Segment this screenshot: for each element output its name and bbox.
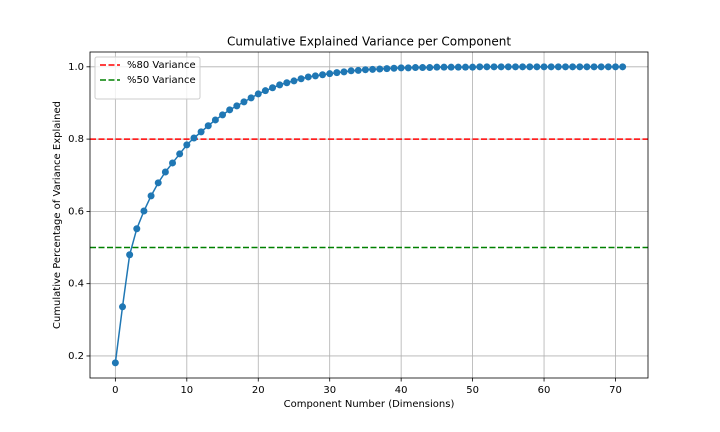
data-point <box>261 87 269 95</box>
data-point <box>554 63 562 71</box>
data-point <box>176 150 184 158</box>
data-point <box>276 81 284 89</box>
data-point <box>547 63 555 71</box>
data-point <box>569 63 577 71</box>
x-tick-label: 50 <box>466 385 479 396</box>
data-point <box>519 63 527 71</box>
x-tick-label: 10 <box>180 385 193 396</box>
y-tick-label: 0.6 <box>68 206 84 217</box>
data-point <box>247 94 255 102</box>
plot-frame <box>89 51 649 379</box>
data-point <box>161 168 169 176</box>
data-point <box>119 303 127 311</box>
data-point <box>497 63 505 71</box>
data-point <box>340 68 348 76</box>
y-tick-label: 1.0 <box>68 62 84 73</box>
y-tick-label: 0.8 <box>68 134 84 145</box>
data-point <box>169 159 177 167</box>
data-point <box>269 84 277 92</box>
x-tick-label: 70 <box>609 385 622 396</box>
data-point <box>476 63 484 71</box>
data-point <box>397 64 405 72</box>
data-point <box>590 63 598 71</box>
data-point <box>283 79 291 87</box>
data-point <box>619 63 627 71</box>
data-point <box>426 64 434 72</box>
data-point <box>347 67 355 75</box>
legend-box <box>94 56 201 100</box>
y-axis-label: Cumulative Percentage of Variance Explai… <box>52 101 63 329</box>
data-point <box>369 65 377 73</box>
data-point <box>440 63 448 71</box>
data-point <box>490 63 498 71</box>
data-point <box>526 63 534 71</box>
data-point <box>447 63 455 71</box>
data-point <box>211 116 219 124</box>
data-line <box>114 66 623 363</box>
data-point <box>140 207 148 215</box>
data-point <box>454 63 462 71</box>
data-point <box>319 71 327 79</box>
x-tick-label: 40 <box>395 385 408 396</box>
data-point <box>383 65 391 73</box>
data-point <box>304 73 312 81</box>
data-point <box>240 98 248 106</box>
data-point <box>290 77 298 85</box>
data-point <box>190 134 198 142</box>
data-point <box>154 179 162 187</box>
data-point <box>111 359 119 367</box>
legend-label: %50 Variance <box>127 75 196 86</box>
data-point <box>504 63 512 71</box>
data-point <box>147 192 155 200</box>
data-point <box>361 66 369 74</box>
data-point <box>133 225 141 233</box>
data-point <box>561 63 569 71</box>
data-point <box>233 102 241 110</box>
data-point <box>583 63 591 71</box>
data-point <box>297 75 305 83</box>
data-point <box>376 65 384 73</box>
x-tick-label: 60 <box>538 385 551 396</box>
chart-title: Cumulative Explained Variance per Compon… <box>227 35 511 49</box>
data-point <box>576 63 584 71</box>
data-point <box>483 63 491 71</box>
data-point <box>533 63 541 71</box>
legend-label: %80 Variance <box>127 60 196 71</box>
data-point <box>354 66 362 74</box>
data-point <box>326 70 334 78</box>
x-axis-label: Component Number (Dimensions) <box>284 399 455 410</box>
data-point <box>311 72 319 80</box>
data-point <box>597 63 605 71</box>
x-tick-label: 0 <box>112 385 118 396</box>
data-point <box>540 63 548 71</box>
y-tick-label: 0.4 <box>68 279 84 290</box>
data-point <box>254 90 262 98</box>
data-point <box>183 141 191 149</box>
data-point <box>197 128 205 136</box>
data-point <box>411 64 419 72</box>
data-point <box>126 251 134 259</box>
data-point <box>604 63 612 71</box>
data-point <box>404 64 412 72</box>
y-tick-label: 0.2 <box>68 351 84 362</box>
data-point <box>204 122 212 130</box>
data-point <box>433 63 441 71</box>
data-point <box>333 69 341 77</box>
data-point <box>611 63 619 71</box>
x-tick-label: 30 <box>323 385 336 396</box>
data-point <box>461 63 469 71</box>
data-point <box>419 64 427 72</box>
data-point <box>219 111 227 119</box>
data-point <box>511 63 519 71</box>
data-point <box>469 63 477 71</box>
data-point <box>390 64 398 72</box>
data-point <box>226 106 234 114</box>
x-tick-label: 20 <box>252 385 265 396</box>
